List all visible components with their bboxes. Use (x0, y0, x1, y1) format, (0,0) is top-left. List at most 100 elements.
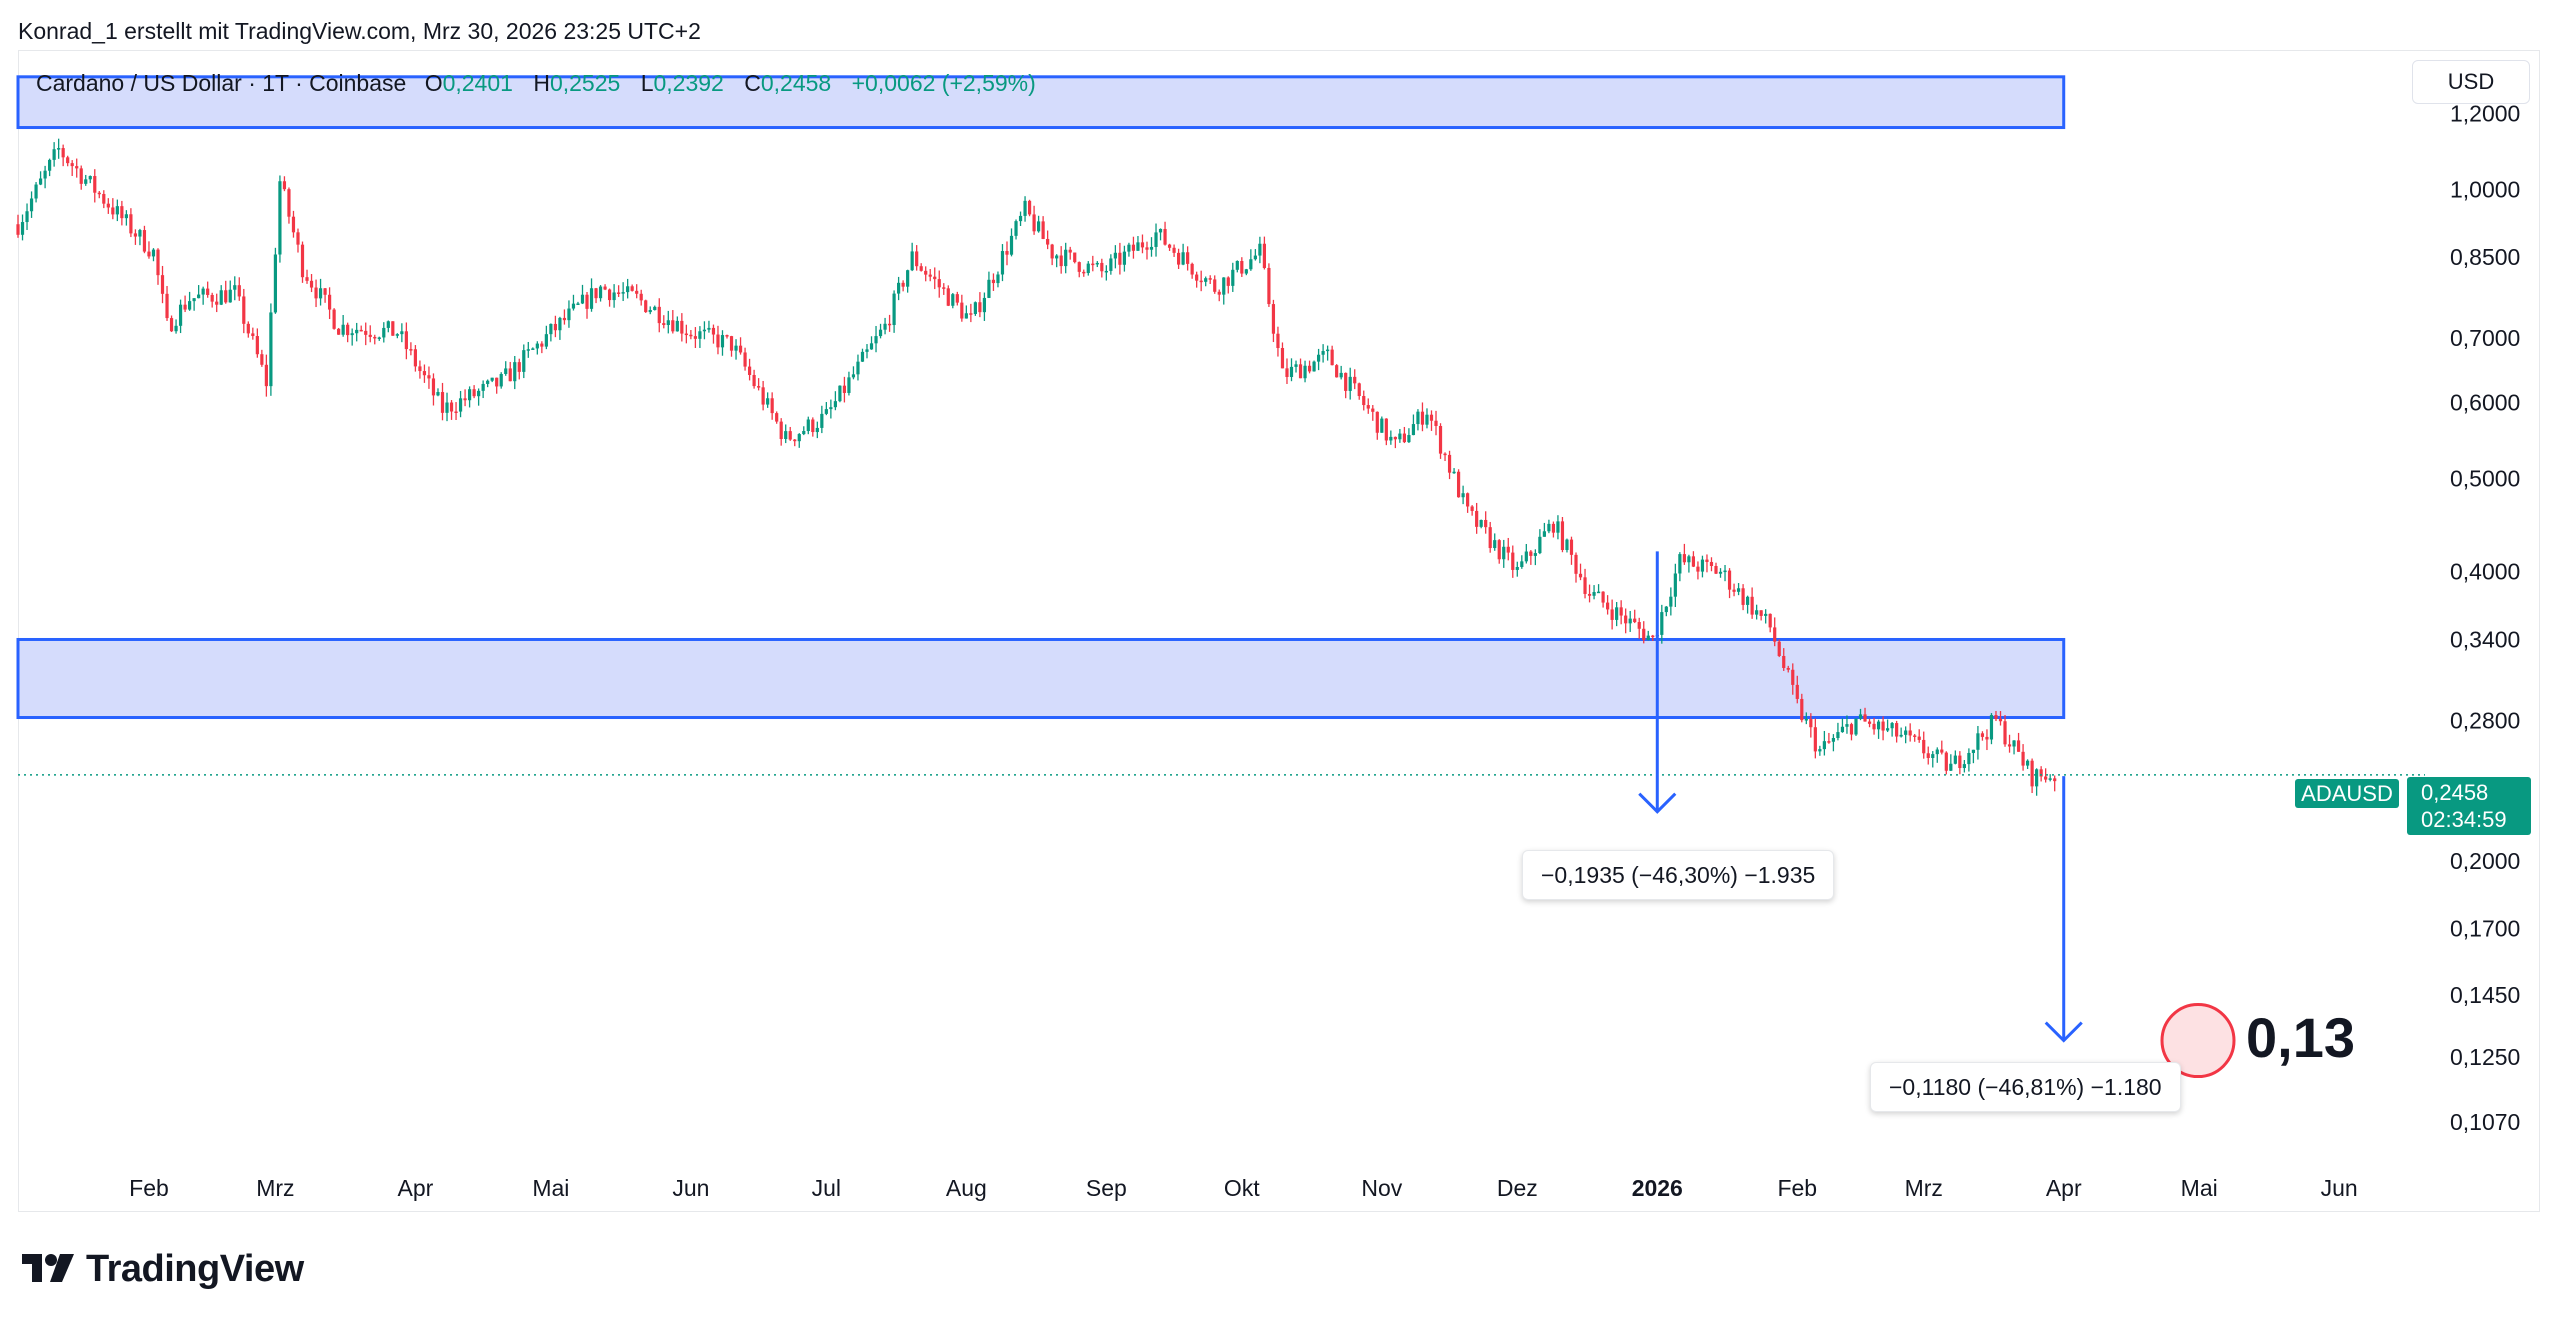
candle (174, 319, 178, 334)
candle-body (1578, 573, 1583, 578)
y-tick-label: 0,1700 (2450, 916, 2520, 942)
candle (1858, 708, 1863, 721)
measurement-label-1[interactable]: −0,1935 (−46,30%) −1.935 (1522, 850, 1835, 900)
candle-body (1046, 238, 1050, 245)
candle (1470, 505, 1474, 516)
candle-body (115, 206, 119, 215)
candle (653, 305, 657, 311)
candle-body (901, 282, 905, 287)
candle (1335, 364, 1339, 378)
candle (1113, 245, 1117, 269)
candle (1018, 211, 1023, 226)
candle (1316, 348, 1321, 371)
zones-layer (16, 75, 2066, 720)
candle (1827, 732, 1831, 744)
candle-body (815, 427, 819, 433)
chart-frame[interactable] (18, 50, 2540, 1212)
zone-rect-1 (16, 75, 2066, 130)
candle (1307, 360, 1312, 374)
candle (1777, 639, 1781, 658)
candle (1475, 502, 1479, 534)
measurement-label-2[interactable]: −0,1180 (−46,81%) −1.180 (1870, 1062, 2181, 1112)
candle (427, 366, 431, 389)
candle (364, 322, 368, 346)
candle-body (1027, 200, 1032, 215)
tradingview-logo[interactable]: TradingView (20, 1248, 304, 1291)
candle-body (1538, 536, 1542, 554)
candle (793, 439, 797, 447)
candle-body (43, 170, 47, 179)
candle (359, 325, 363, 332)
candle-body (549, 323, 553, 335)
candle (1867, 718, 1872, 728)
y-tick-label: 0,6000 (2450, 390, 2520, 416)
candle-body (1610, 609, 1614, 620)
candle-body (1009, 235, 1014, 255)
candle (1443, 452, 1447, 462)
candle (508, 361, 512, 382)
candle (499, 372, 503, 389)
currency-button[interactable]: USD (2412, 60, 2530, 104)
candle-body (1682, 554, 1686, 563)
candle (1244, 268, 1248, 276)
overlay-layer (18, 551, 2425, 1079)
candle-body (576, 303, 580, 305)
candle-body (1881, 721, 1885, 731)
candle-body (88, 176, 92, 180)
candle-body (486, 380, 490, 384)
candle (52, 142, 56, 167)
candle (264, 354, 268, 397)
candle (666, 310, 670, 334)
candle (598, 285, 603, 302)
candle (1217, 289, 1221, 302)
candle (2007, 734, 2012, 753)
bar-countdown: 02:34:59 (2421, 807, 2507, 832)
candle (142, 225, 147, 254)
candle-body (1357, 383, 1361, 397)
candle-body (38, 178, 43, 185)
candle (1231, 262, 1235, 292)
candle-body (278, 181, 282, 255)
candle-body (93, 176, 97, 193)
candle-body (436, 392, 440, 396)
candle-body (838, 385, 842, 402)
candle-body (1344, 372, 1348, 391)
candle (1222, 277, 1226, 305)
candle (1913, 733, 1917, 742)
candle-body (1773, 627, 1777, 642)
candle (490, 377, 494, 383)
candle-body (1863, 714, 1867, 722)
candle-body (1985, 736, 1989, 740)
candle (1746, 595, 1750, 614)
candle (1800, 693, 1804, 723)
candle-body (684, 333, 688, 336)
candle (418, 360, 422, 379)
candle (1294, 360, 1298, 373)
candle-body (1447, 454, 1452, 473)
y-tick-label: 0,5000 (2450, 466, 2520, 492)
candle (102, 190, 106, 209)
candle (2053, 775, 2057, 792)
candle-body (1732, 589, 1736, 592)
candle (219, 285, 223, 306)
candle-body (1249, 259, 1253, 270)
candle-body (1736, 588, 1741, 592)
candle (341, 315, 345, 337)
candle-body (657, 306, 661, 324)
low-label: L (640, 70, 654, 96)
candle (165, 285, 169, 321)
candle (395, 333, 399, 339)
candle-body (580, 294, 585, 304)
candle (1145, 241, 1149, 260)
candle-body (350, 333, 354, 336)
candle (802, 426, 806, 436)
candle (865, 344, 869, 359)
candle (120, 200, 124, 226)
candle-body (1705, 559, 1709, 562)
candle (1949, 754, 1953, 772)
candle-body (910, 251, 914, 271)
candle (1195, 271, 1199, 288)
candle-body (427, 375, 431, 379)
symbol-legend[interactable]: Cardano / US Dollar · 1T · Coinbase O0,2… (36, 70, 1050, 97)
